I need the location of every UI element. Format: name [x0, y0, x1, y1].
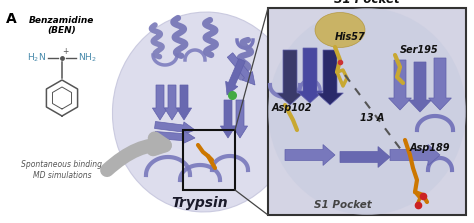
FancyArrow shape	[220, 100, 236, 138]
FancyArrow shape	[155, 130, 195, 144]
FancyArrow shape	[153, 85, 168, 120]
Bar	[268, 8, 466, 215]
FancyArrow shape	[155, 122, 195, 135]
Text: A: A	[6, 12, 17, 26]
Text: 13 A: 13 A	[360, 113, 384, 123]
Ellipse shape	[112, 12, 298, 212]
Text: Benzamidine
(BEN): Benzamidine (BEN)	[29, 16, 95, 35]
FancyArrow shape	[317, 50, 343, 105]
FancyArrow shape	[164, 85, 180, 120]
Text: Spontaneous binding
MD simulations: Spontaneous binding MD simulations	[21, 160, 102, 180]
Text: S1 Pocket: S1 Pocket	[314, 200, 372, 210]
FancyArrow shape	[297, 48, 323, 103]
Text: Asp102: Asp102	[272, 103, 312, 113]
FancyArrow shape	[228, 53, 255, 85]
FancyArrow shape	[176, 85, 191, 120]
Text: Ser195: Ser195	[400, 45, 438, 55]
Text: Trypsin: Trypsin	[172, 196, 228, 210]
FancyArrow shape	[226, 59, 245, 95]
Ellipse shape	[268, 8, 466, 215]
Text: $\mathregular{NH_2}$: $\mathregular{NH_2}$	[78, 52, 97, 64]
FancyArrow shape	[428, 58, 451, 110]
FancyArrow shape	[277, 50, 303, 105]
Ellipse shape	[315, 12, 365, 47]
FancyArrow shape	[232, 100, 247, 138]
FancyArrow shape	[285, 145, 335, 165]
Text: His57: His57	[335, 32, 366, 42]
Text: $\mathregular{H_2N}$: $\mathregular{H_2N}$	[27, 52, 46, 64]
FancyArrow shape	[340, 147, 390, 167]
FancyArrow shape	[390, 145, 440, 165]
Text: +: +	[62, 47, 68, 56]
Text: S1 Pocket: S1 Pocket	[334, 0, 400, 6]
FancyArrow shape	[409, 62, 431, 112]
FancyArrow shape	[389, 60, 411, 110]
Text: Asp189: Asp189	[410, 143, 450, 153]
Bar	[183, 130, 235, 190]
